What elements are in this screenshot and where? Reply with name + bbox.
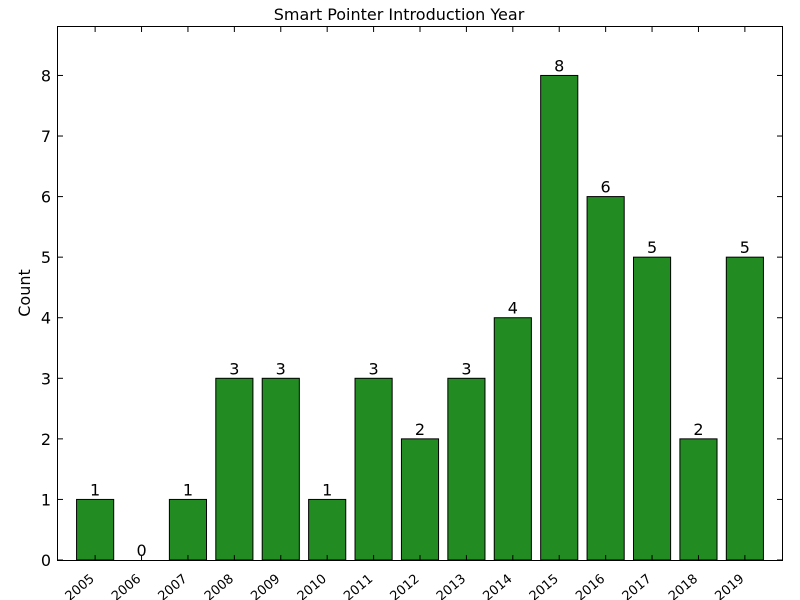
x-tick-label-2009: 2009 [248, 572, 283, 600]
ticks-group [58, 27, 782, 561]
bar-2011 [354, 377, 393, 561]
bar-2010 [308, 498, 347, 561]
y-tick-label-6: 6 [41, 188, 51, 207]
bar-2009 [261, 377, 300, 561]
data-label-2012: 2 [415, 420, 425, 439]
data-label-2016: 6 [601, 178, 611, 197]
y-tick-label-5: 5 [41, 248, 51, 267]
y-tick-label-2: 2 [41, 430, 51, 449]
bar-2012 [400, 438, 440, 561]
x-tick-label-2018: 2018 [666, 572, 701, 600]
data-label-2006: 0 [136, 541, 146, 560]
y-tick-label-7: 7 [41, 127, 51, 146]
data-label-2005: 1 [90, 480, 100, 499]
y-tick-label-0: 0 [41, 551, 51, 570]
x-tick-label-2008: 2008 [202, 572, 237, 600]
plot-frame [57, 26, 783, 561]
bar-2017 [632, 256, 672, 561]
data-label-2018: 2 [693, 420, 703, 439]
y-axis-label: Count [15, 269, 34, 317]
x-tick-label-2014: 2014 [480, 572, 515, 600]
x-tick-label-2013: 2013 [434, 572, 469, 600]
x-tick-label-2007: 2007 [156, 572, 191, 600]
bar-2007 [168, 498, 208, 561]
bar-2019 [725, 256, 764, 561]
x-tick-label-2011: 2011 [341, 572, 376, 600]
bar-2016 [586, 196, 625, 561]
data-label-2010: 1 [322, 480, 332, 499]
y-tick-labels-group: 0 1 2 3 4 5 6 7 8 [41, 66, 51, 570]
data-label-2019: 5 [740, 238, 750, 257]
y-tick-label-1: 1 [41, 490, 51, 509]
data-label-2013: 3 [461, 359, 471, 378]
data-label-2014: 4 [508, 299, 518, 318]
x-tick-label-2005: 2005 [63, 572, 98, 600]
x-tick-label-2006: 2006 [109, 572, 144, 600]
x-tick-labels-group: 2005 2006 2007 2008 2009 2010 2011 2012 2013 2014… [63, 572, 748, 600]
bar-2018 [679, 438, 718, 561]
x-tick-label-2019: 2019 [712, 572, 747, 600]
bar-2013 [447, 377, 486, 561]
data-labels-group: 1 0 1 3 3 1 3 2 3 4 8 6 5 2 5 [90, 56, 750, 560]
x-tick-label-2017: 2017 [620, 572, 655, 600]
bar-2008 [215, 377, 254, 561]
data-label-2011: 3 [368, 359, 378, 378]
data-label-2015: 8 [554, 56, 564, 75]
x-tick-label-2016: 2016 [573, 572, 608, 600]
bars-group [76, 74, 764, 561]
y-tick-label-3: 3 [41, 369, 51, 388]
y-tick-label-4: 4 [41, 309, 51, 328]
data-label-2008: 3 [229, 359, 239, 378]
x-tick-label-2015: 2015 [527, 572, 562, 600]
y-tick-label-8: 8 [41, 66, 51, 85]
x-tick-label-2012: 2012 [388, 572, 423, 600]
bar-2014 [493, 317, 532, 561]
data-label-2017: 5 [647, 238, 657, 257]
data-label-2009: 3 [276, 359, 286, 378]
x-tick-label-2010: 2010 [295, 572, 330, 600]
bar-2005 [76, 498, 115, 561]
data-label-2007: 1 [183, 480, 193, 499]
bar-2015 [540, 74, 579, 561]
chart-title: Smart Pointer Introduction Year [274, 5, 525, 24]
